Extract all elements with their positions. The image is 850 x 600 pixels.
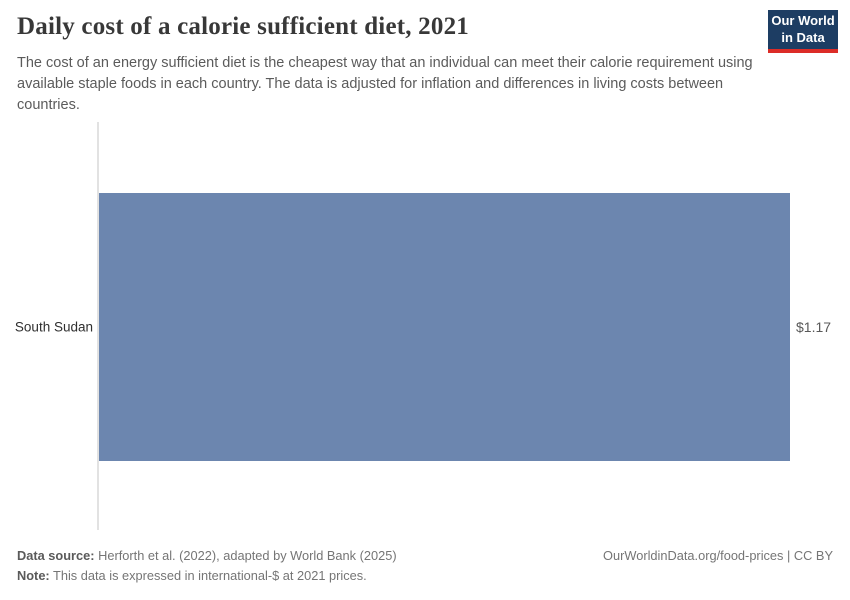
- note-line: Note: This data is expressed in internat…: [17, 566, 833, 586]
- note-text: This data is expressed in international-…: [49, 568, 367, 583]
- owid-logo-line2: in Data: [781, 29, 825, 45]
- data-source-label: Data source:: [17, 548, 95, 563]
- owid-logo[interactable]: Our World in Data: [768, 10, 838, 53]
- note-label: Note:: [17, 568, 50, 583]
- entity-label: South Sudan: [14, 319, 93, 335]
- owid-logo-line1: Our World: [771, 13, 835, 29]
- bar-south-sudan[interactable]: [99, 193, 790, 461]
- chart-title: Daily cost of a calorie sufficient diet,…: [17, 13, 469, 40]
- value-label: $1.17: [796, 319, 832, 335]
- footer-attribution-link[interactable]: OurWorldinData.org/food-prices | CC BY: [603, 548, 833, 563]
- chart-subtitle: The cost of an energy sufficient diet is…: [17, 55, 753, 113]
- data-source-text: Herforth et al. (2022), adapted by World…: [94, 548, 397, 563]
- y-axis-line: [97, 122, 99, 530]
- chart-footer: Data source: Herforth et al. (2022), ada…: [17, 546, 833, 586]
- data-source-line: Data source: Herforth et al. (2022), ada…: [17, 546, 833, 566]
